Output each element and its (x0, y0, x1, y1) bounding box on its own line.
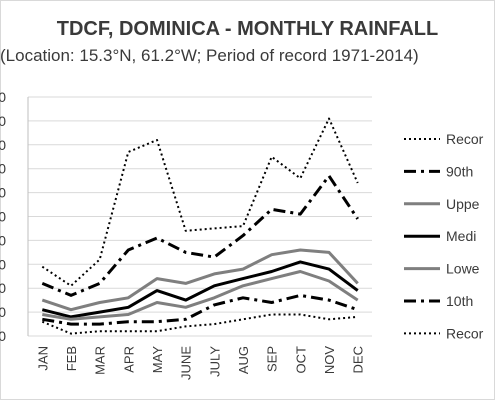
legend: Recor 90th Uppe Medi Lowe 10th Recor (404, 131, 484, 341)
chart-title: TDCF, DOMINICA - MONTHLY RAINFALL (56, 18, 439, 40)
series-line (41, 117, 359, 287)
legend-label: 90th (446, 163, 473, 179)
x-tick-label: APR (121, 346, 136, 373)
legend-label: Medi (446, 228, 476, 244)
series-line (41, 248, 359, 312)
y-tick-label: 0 (0, 113, 6, 129)
legend-label: Recor (446, 131, 484, 147)
y-tick-label: 0 (0, 280, 6, 296)
y-tick-label: 0 (0, 304, 6, 320)
y-axis-ticks: 0 0 0 0 0 0 0 0 0 0 0 (0, 89, 6, 344)
legend-label: Lowe (446, 261, 480, 277)
chart-subtitle: (Location: 15.3°N, 61.2°W; Period of rec… (0, 46, 419, 65)
x-tick-label: NOV (322, 346, 337, 375)
x-tick-label: MAY (150, 346, 165, 374)
x-tick-label: JAN (35, 346, 50, 371)
x-tick-label: SEP (265, 346, 280, 372)
y-tick-label: 0 (0, 185, 6, 201)
series-line (42, 293, 359, 326)
series-line (42, 270, 359, 321)
x-axis-ticks: JAN FEB MAR APR MAY JUNE JULY AUG SEP OCT NOV DEC (35, 346, 365, 380)
series-line (41, 313, 358, 335)
x-tick-label: AUG (236, 346, 251, 374)
y-tick-label: 0 (0, 161, 6, 177)
x-tick-label: JULY (207, 346, 222, 377)
series-line (41, 260, 359, 319)
legend-label: Uppe (446, 196, 480, 212)
series-lines (41, 117, 359, 335)
x-tick-label: FEB (64, 346, 79, 371)
y-tick-label: 0 (0, 209, 6, 225)
x-tick-label: OCT (293, 346, 308, 374)
y-tick-label: 0 (0, 232, 6, 248)
y-tick-label: 0 (0, 328, 6, 344)
y-tick-label: 0 (0, 137, 6, 153)
x-tick-label: MAR (93, 346, 108, 375)
x-tick-label: DEC (351, 346, 366, 373)
y-tick-label: 0 (0, 256, 6, 272)
legend-label: Recor (446, 325, 484, 341)
y-tick-label: 0 (0, 89, 6, 105)
legend-label: 10th (446, 293, 473, 309)
series-line (41, 174, 359, 297)
x-tick-label: JUNE (179, 346, 194, 380)
